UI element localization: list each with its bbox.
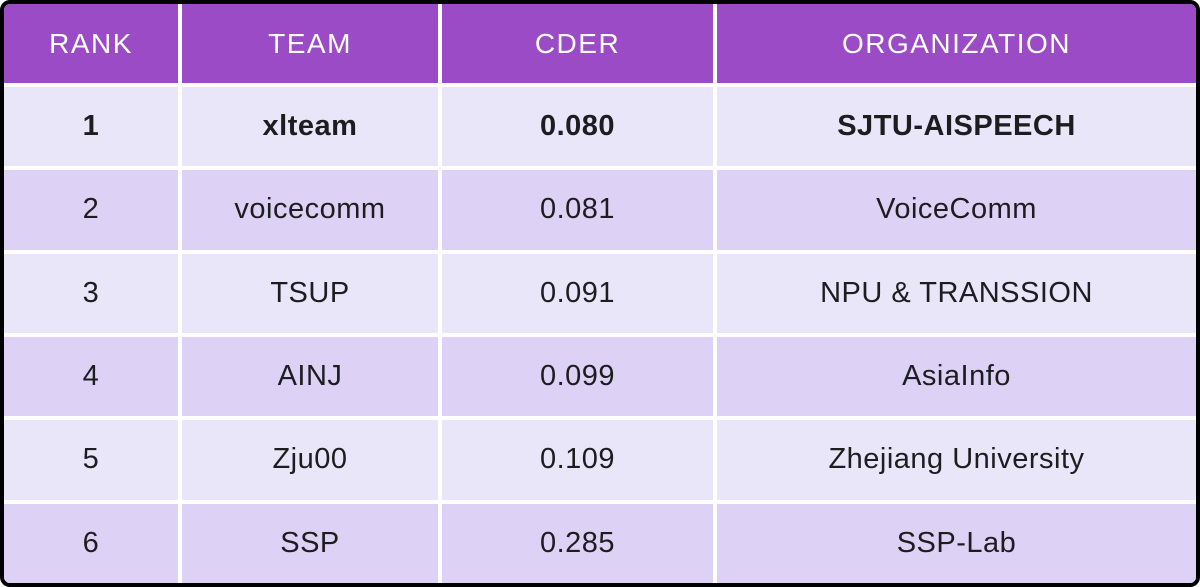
row-1-rank-cell: 1 — [4, 87, 178, 167]
row-4-organization-cell: AsiaInfo — [717, 337, 1196, 417]
row-5-team-cell: Zju00 — [182, 420, 438, 500]
row-6-team-cell: SSP — [182, 503, 438, 583]
row-3-team-cell: TSUP — [182, 253, 438, 333]
column-header-rank: RANK — [4, 4, 178, 83]
row-2-team-cell: voicecomm — [182, 170, 438, 250]
row-4-team-cell: AINJ — [182, 337, 438, 417]
row-5-rank-cell: 5 — [4, 420, 178, 500]
column-header-organization: ORGANIZATION — [717, 4, 1196, 83]
row-2-cder-cell: 0.081 — [442, 170, 713, 250]
row-6-rank-cell: 6 — [4, 503, 178, 583]
row-1-cder-cell: 0.080 — [442, 87, 713, 167]
row-3-cder-cell: 0.091 — [442, 253, 713, 333]
row-6-cder-cell: 0.285 — [442, 503, 713, 583]
row-6-organization-cell: SSP-Lab — [717, 503, 1196, 583]
row-3-organization-cell: NPU & TRANSSION — [717, 253, 1196, 333]
row-4-cder-cell: 0.099 — [442, 337, 713, 417]
row-2-organization-cell: VoiceComm — [717, 170, 1196, 250]
column-header-cder: CDER — [442, 4, 713, 83]
row-2-rank-cell: 2 — [4, 170, 178, 250]
row-4-rank-cell: 4 — [4, 337, 178, 417]
row-3-rank-cell: 3 — [4, 253, 178, 333]
column-header-team: TEAM — [182, 4, 438, 83]
row-5-organization-cell: Zhejiang University — [717, 420, 1196, 500]
row-1-team-cell: xlteam — [182, 87, 438, 167]
row-5-cder-cell: 0.109 — [442, 420, 713, 500]
row-1-organization-cell: SJTU-AISPEECH — [717, 87, 1196, 167]
